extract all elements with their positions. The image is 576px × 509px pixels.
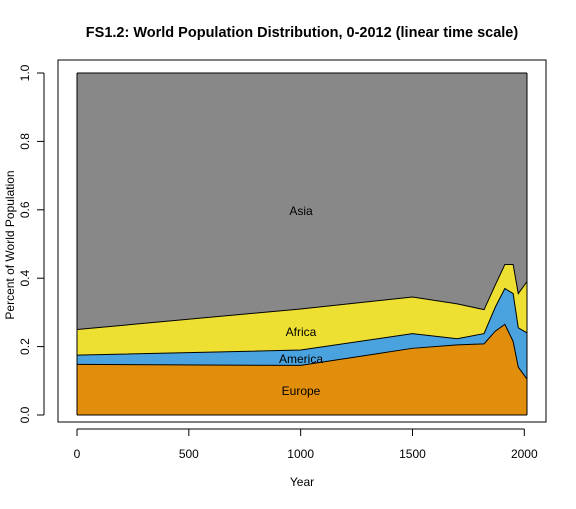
x-axis: 0 500 1000 1500 2000 — [74, 428, 538, 461]
boundary-europe — [76, 323, 528, 380]
area-africa — [77, 264, 527, 356]
y-axis-label: Percent of World Population — [3, 170, 17, 319]
x-tick-label: 0 — [74, 447, 81, 461]
plot-frame — [57, 59, 547, 423]
y-axis: 0.0 0.2 0.4 0.6 0.8 1.0 — [18, 64, 45, 423]
y-tick-label: 1.0 — [18, 64, 32, 81]
area-asia — [77, 73, 527, 330]
y-tick-label: 0.6 — [18, 201, 32, 218]
chart-title: FS1.2: World Population Distribution, 0-… — [86, 25, 519, 41]
boundary-africa — [76, 264, 528, 330]
boundary-lines — [76, 72, 528, 416]
label-europe: Europe — [282, 384, 321, 398]
label-africa: Africa — [286, 325, 317, 339]
y-tick-label: 0.8 — [18, 133, 32, 150]
x-tick-label: 1500 — [399, 447, 426, 461]
y-tick-label: 0.2 — [18, 338, 32, 355]
boundary-america — [76, 287, 528, 356]
label-asia: Asia — [289, 204, 313, 218]
y-tick-label: 0.0 — [18, 406, 32, 423]
label-america: America — [279, 352, 323, 366]
areas-layer — [77, 73, 527, 415]
area-europe — [77, 324, 527, 415]
area-america — [77, 288, 527, 380]
x-tick-label: 2000 — [511, 447, 538, 461]
y-tick-label: 0.4 — [18, 270, 32, 287]
x-tick-label: 1000 — [287, 447, 314, 461]
x-tick-label: 500 — [179, 447, 199, 461]
x-axis-label: Year — [290, 475, 314, 489]
